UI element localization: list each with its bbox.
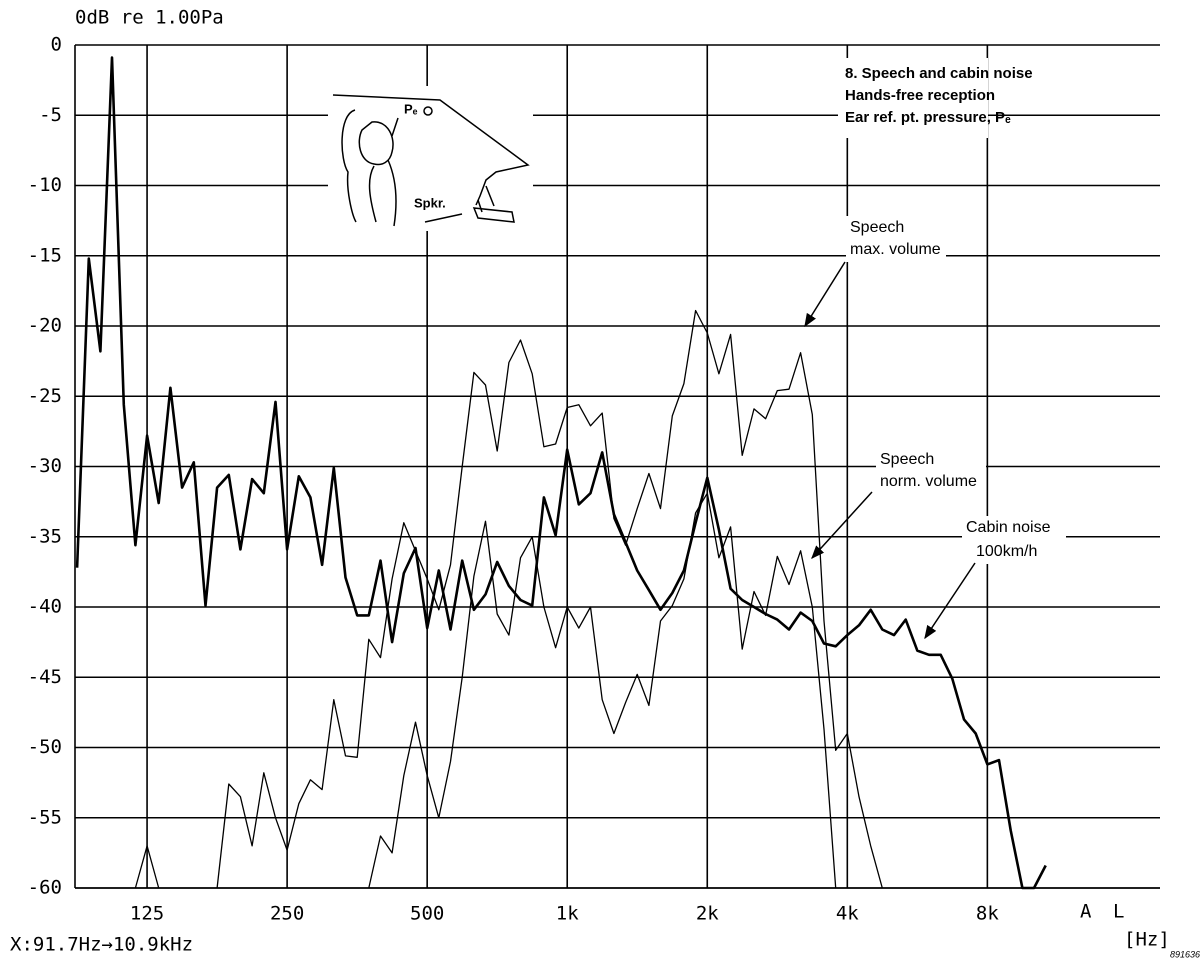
x-tick-label: 4k	[836, 903, 859, 925]
arrow	[804, 261, 846, 328]
y-tick-label: -50	[28, 736, 62, 758]
arrow	[811, 491, 873, 559]
windshield	[332, 94, 530, 206]
series-line	[134, 309, 883, 889]
series-line	[368, 492, 837, 889]
y-tick-label: -45	[28, 666, 62, 688]
arrow	[924, 562, 976, 640]
y-tick-label: 0	[51, 34, 62, 56]
label-backdrop	[846, 216, 946, 262]
series-label: max. volume	[850, 241, 941, 258]
speaker-lead	[424, 213, 463, 223]
inset-backdrop	[328, 86, 533, 231]
y-tick-label: -60	[28, 877, 62, 899]
series-label: Cabin noise	[966, 519, 1051, 536]
figure-id: 891636	[1170, 949, 1200, 959]
dashboard	[472, 207, 515, 223]
title-line: Hands-free reception	[845, 87, 995, 104]
ear-point	[423, 106, 433, 116]
corner-label: L	[1113, 901, 1124, 923]
y-tick-label: -40	[28, 596, 62, 618]
series-label: norm. volume	[880, 473, 977, 490]
y-axis-label: 0dB re 1.00Pa	[75, 7, 224, 29]
ear-marker	[391, 117, 399, 137]
x-tick-label: 1k	[556, 903, 579, 925]
inset-drawing: Pₑ Spkr.	[328, 86, 533, 231]
y-tick-label: -5	[39, 104, 62, 126]
series-line	[75, 56, 1047, 890]
seat-back	[341, 109, 357, 223]
lines	[75, 56, 1047, 890]
y-tick-label: -30	[28, 455, 62, 477]
title-line: 8. Speech and cabin noise	[845, 65, 1033, 82]
y-tick-label: -15	[28, 244, 62, 266]
inset-label: Spkr.	[414, 195, 446, 210]
y-tick-label: -25	[28, 385, 62, 407]
head	[358, 121, 394, 166]
x-unit: [Hz]	[1124, 929, 1170, 951]
x-tick-label: 8k	[976, 903, 999, 925]
x-tick-label: 250	[270, 903, 304, 925]
title-line: Ear ref. pt. pressure, Pₑ	[845, 109, 1011, 126]
annotations: 8. Speech and cabin noise Hands-free rec…	[10, 7, 1200, 960]
x-tick-label: 500	[410, 903, 444, 925]
torso	[368, 159, 397, 227]
label-backdrop	[962, 516, 1066, 564]
y-tick-label: -10	[28, 174, 62, 196]
series-label: 100km/h	[976, 543, 1037, 560]
x-tick-label: 125	[130, 903, 164, 925]
series-label: Speech	[880, 451, 934, 468]
corner-label: A	[1080, 901, 1092, 923]
y-tick-label: -35	[28, 525, 62, 547]
x-tick-label: 2k	[696, 903, 719, 925]
y-tick-label: -55	[28, 806, 62, 828]
x-range-label: X:91.7Hz→10.9kHz	[10, 934, 193, 956]
speaker	[477, 185, 495, 213]
title-backdrop	[838, 58, 988, 138]
y-tick-label: -20	[28, 315, 62, 337]
inset-label: Pₑ	[404, 101, 418, 116]
label-backdrop	[876, 448, 986, 494]
series-label: Speech	[850, 219, 904, 236]
